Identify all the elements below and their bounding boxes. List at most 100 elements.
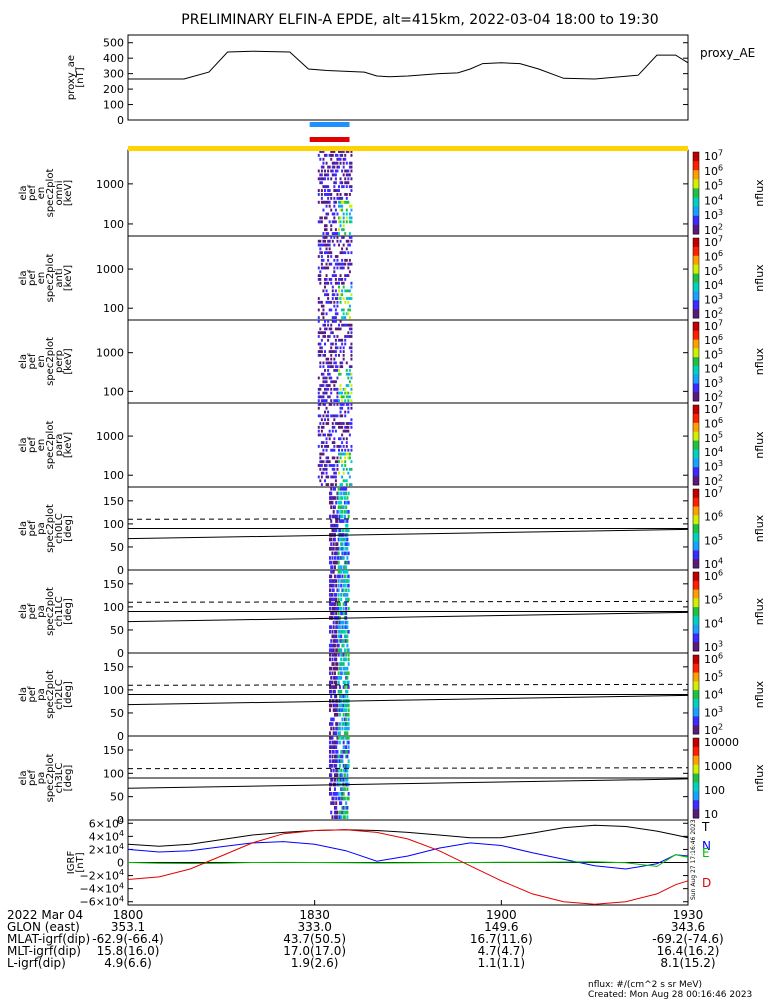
spectrogram-cell (317, 425, 320, 429)
spectrogram-cell (340, 500, 343, 505)
colorbar-swatch (693, 624, 699, 634)
spectrogram-cell (325, 293, 328, 297)
spectrogram-cell (338, 565, 341, 569)
spectrogram-cell (336, 266, 339, 270)
spectrogram-cell (344, 425, 347, 429)
spectrogram-cell (331, 161, 334, 165)
spectrogram-cell (322, 414, 325, 418)
spectrogram-cell (319, 342, 322, 346)
spectrogram-cell (332, 546, 335, 551)
spectrogram-cell (333, 387, 336, 391)
spectrogram-cell (333, 653, 336, 657)
spectrogram-cell (342, 150, 345, 153)
spectrogram-cell (350, 350, 353, 353)
spectrogram-cell (342, 583, 345, 588)
spectrogram-cell (335, 759, 338, 763)
spectrogram-cell (336, 810, 339, 815)
spectrogram-cell (319, 270, 322, 274)
spectrogram-cell (343, 703, 346, 708)
spectrogram-cell (330, 726, 333, 731)
spectrogram-cell (328, 262, 331, 266)
spectrogram-cell (339, 395, 342, 399)
spectrogram-cell (345, 551, 348, 556)
xtick-mlat: 43.7(50.5) (283, 932, 346, 946)
spectrogram-cell (341, 787, 344, 791)
spectrogram-cell (337, 510, 340, 514)
spectrogram-cell (335, 726, 338, 731)
spectrogram-cell (342, 722, 345, 726)
spectrogram-cell (342, 708, 345, 712)
spectrogram-cell (331, 653, 334, 657)
spectrogram-cell (328, 433, 331, 437)
colorbar-tick-label: 103 (704, 459, 723, 473)
spectrogram-cell (338, 460, 340, 464)
spectrogram-cell (328, 754, 331, 759)
spectrogram-cell (331, 514, 334, 519)
spectrogram-cell (324, 200, 326, 204)
spectrogram-cell (340, 570, 343, 574)
spectrogram-cell (347, 169, 350, 173)
spectrogram-cell (341, 399, 344, 402)
spectrogram-cell (330, 593, 333, 597)
spectrogram-cell (325, 204, 328, 208)
spectrogram-cell (327, 395, 330, 399)
spectrogram-cell (338, 703, 341, 708)
spectrogram-cell (341, 625, 344, 629)
spectrogram-cell (335, 639, 338, 643)
spectrogram-cell (324, 403, 326, 406)
spectrogram-cell (320, 243, 323, 247)
spectrogram-cell (332, 750, 335, 754)
spectrogram-cell (322, 323, 325, 327)
spectrogram-cell (330, 500, 333, 505)
spectrogram-cell (347, 289, 350, 293)
spectrogram-cell (340, 634, 343, 639)
spectrogram-cell (340, 537, 343, 542)
spectrogram-cell (328, 239, 331, 243)
spectrogram-cell (345, 671, 348, 676)
spectrogram-cell (324, 387, 326, 391)
colorbar-swatch (693, 246, 699, 257)
spectrogram-cell (328, 308, 331, 312)
colorbar-swatch (693, 681, 699, 691)
spectrogram-cell (339, 220, 342, 224)
spectrogram-cell (334, 353, 337, 357)
colorbar-tick-label: 102 (704, 223, 723, 237)
spectrogram-cell (347, 335, 350, 338)
spectrogram-cell (320, 460, 323, 464)
spectrogram-cell (346, 712, 349, 717)
colorbar-swatch (693, 755, 699, 766)
spectrogram-cell (343, 579, 346, 583)
spectrogram-cell (347, 200, 350, 204)
spectrogram-cell (346, 768, 349, 773)
spectrogram-cell (324, 479, 326, 483)
spectrogram-cell (333, 243, 336, 247)
spectrogram-cell (345, 173, 348, 177)
spectrogram-cell (344, 464, 347, 467)
xtick-l: 1.9(2.6) (291, 956, 339, 970)
spectrogram-cell (346, 556, 349, 560)
spectrogram-cell (330, 208, 333, 212)
spectrogram-cell (338, 754, 341, 759)
spectrogram-cell (328, 350, 331, 353)
spectrogram-cell (317, 353, 320, 357)
panel-ch1LC: elapefpaspec2plotch1LC[deg]1501005001061… (18, 569, 766, 660)
spectrogram-cell (345, 579, 348, 583)
spectrogram-cell (341, 316, 344, 319)
spectrogram-cell (333, 815, 336, 819)
spectrogram-cell (319, 365, 322, 369)
spectrogram-cell (317, 429, 320, 433)
xtick-mlt: 17.0(17.0) (283, 944, 346, 958)
spectrogram-cell (336, 161, 339, 165)
colorbar-swatch (693, 559, 699, 569)
spectrogram-cell (320, 395, 323, 399)
spectrogram-cell (340, 689, 343, 694)
spectrogram-cell (337, 537, 340, 542)
spectrogram-cell (345, 537, 348, 542)
spectrogram-cell (328, 606, 331, 611)
ylabel-line: en (36, 187, 47, 200)
spectrogram-cell (330, 542, 333, 546)
spectrogram-cell (342, 629, 345, 634)
spectrogram-cell (347, 500, 350, 505)
ylabel-line: ela (18, 185, 29, 200)
spectrogram-cell (334, 169, 337, 173)
